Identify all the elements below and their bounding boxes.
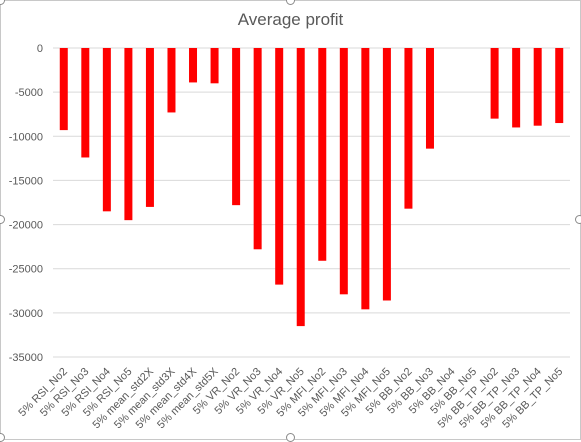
bar[interactable]: [210, 48, 219, 84]
bar[interactable]: [339, 48, 348, 295]
bar[interactable]: [533, 48, 542, 126]
y-tick-label: -35000: [9, 352, 43, 364]
gridlines: [53, 47, 570, 358]
y-tick-label: 0: [37, 43, 43, 55]
bar[interactable]: [382, 48, 391, 301]
bar[interactable]: [102, 48, 111, 212]
bar[interactable]: [145, 48, 154, 207]
bar[interactable]: [404, 48, 413, 209]
bar[interactable]: [490, 48, 499, 119]
y-tick-label: -15000: [9, 175, 43, 187]
bar[interactable]: [361, 48, 370, 310]
y-tick-label: -10000: [9, 131, 43, 143]
chart-title: Average profit: [237, 10, 344, 29]
resize-handle-top-center[interactable]: [286, 0, 295, 5]
y-tick-label: -20000: [9, 220, 43, 232]
resize-handle-top-left[interactable]: [0, 0, 5, 5]
bar[interactable]: [275, 48, 284, 285]
bar[interactable]: [81, 48, 90, 158]
bar[interactable]: [318, 48, 327, 261]
bar[interactable]: [167, 48, 176, 113]
y-tick-label: -30000: [9, 308, 43, 320]
bar[interactable]: [512, 48, 521, 128]
resize-handle-left-middle[interactable]: [0, 215, 5, 224]
resize-handle-bottom-center[interactable]: [286, 433, 295, 442]
resize-handle-right-middle[interactable]: [575, 215, 581, 224]
y-tick-label: -5000: [15, 87, 43, 99]
bar[interactable]: [253, 48, 262, 250]
bar[interactable]: [124, 48, 133, 221]
bar[interactable]: [425, 48, 434, 149]
resize-handle-bottom-left[interactable]: [0, 433, 5, 442]
y-tick-label: -25000: [9, 264, 43, 276]
bar[interactable]: [189, 48, 198, 83]
y-axis-tick-labels: 0 -5000 -10000 -15000 -20000 -25000 -30000 -350…: [9, 43, 43, 364]
bar[interactable]: [555, 48, 564, 124]
bars: [59, 48, 564, 327]
bar[interactable]: [232, 48, 241, 206]
bar[interactable]: [59, 48, 68, 131]
bar[interactable]: [296, 48, 305, 327]
